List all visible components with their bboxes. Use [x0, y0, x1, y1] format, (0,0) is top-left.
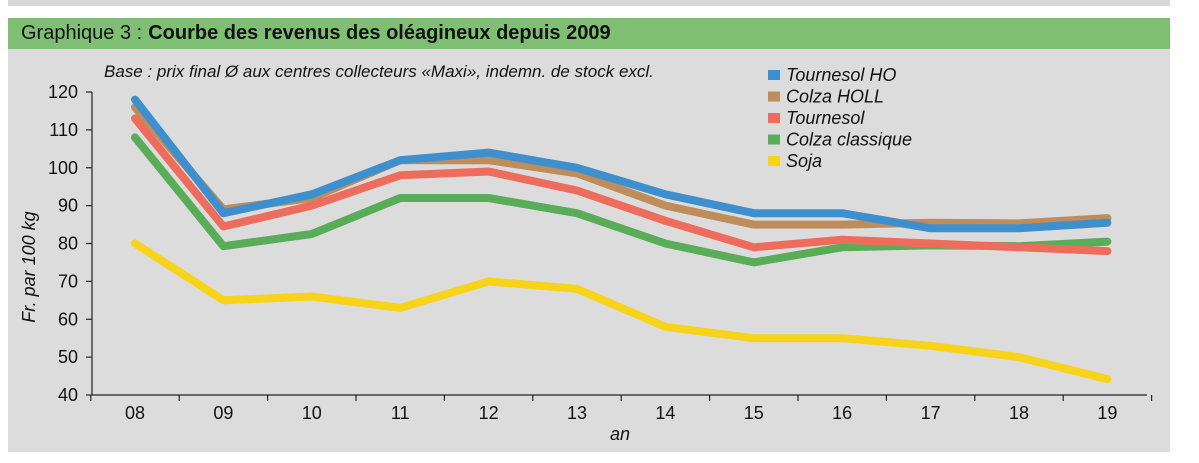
chart-panel — [8, 49, 1170, 452]
legend-label: Colza HOLL — [786, 87, 884, 107]
legend-label: Soja — [786, 151, 822, 171]
legend-swatch — [768, 91, 780, 102]
y-tick-label: 100 — [48, 158, 78, 178]
x-tick-label: 11 — [391, 403, 410, 423]
legend-swatch — [768, 156, 780, 166]
y-tick-label: 70 — [58, 271, 78, 291]
x-axis-label: an — [610, 424, 630, 444]
y-tick-label: 110 — [49, 120, 78, 140]
axes: 40 50 60 70 80 90 100 110 120 08 09 10 11 12 13 14 15 16 1… — [48, 82, 1153, 423]
legend-swatch — [768, 113, 780, 123]
y-axis-label: Fr. par 100 kg — [19, 211, 39, 322]
chart-header: Graphique 3 : Courbe des revenus des olé… — [8, 18, 1170, 49]
x-tick-label: 08 — [125, 403, 145, 423]
x-tick-label: 16 — [832, 403, 852, 423]
top-rule — [8, 0, 1170, 6]
x-tick-label: 17 — [921, 403, 941, 423]
x-tick-label: 19 — [1097, 403, 1117, 423]
series-line-soja — [131, 239, 1112, 384]
legend-swatch — [768, 134, 780, 145]
legend-label: Tournesol HO — [786, 65, 896, 85]
series-group — [131, 95, 1112, 384]
x-tick-label: 09 — [213, 403, 233, 423]
series-line-tournesol-ho — [131, 95, 1112, 233]
x-tick-label: 10 — [302, 403, 322, 423]
legend-label: Colza classique — [786, 130, 912, 150]
chart-subtitle: Base : prix final Ø aux centres collecte… — [104, 62, 654, 81]
chart-title: Courbe des revenus des oléagineux depuis… — [148, 22, 611, 44]
chart-label: Graphique 3 : — [21, 22, 143, 44]
legend-label: Tournesol — [786, 108, 865, 128]
y-tick-label: 80 — [58, 234, 78, 254]
y-tick-label: 40 — [58, 385, 78, 405]
y-tick-label: 90 — [58, 196, 78, 216]
x-tick-label: 14 — [655, 403, 675, 423]
y-tick-label: 120 — [48, 82, 78, 102]
x-tick-label: 13 — [567, 403, 587, 423]
legend-swatch — [768, 70, 780, 80]
y-tick-label: 50 — [58, 347, 78, 367]
series-line-tournesol — [131, 114, 1112, 256]
y-tick-label: 60 — [58, 309, 78, 329]
x-tick-label: 15 — [744, 403, 764, 423]
x-tick-label: 18 — [1009, 403, 1029, 423]
x-tick-label: 12 — [479, 403, 499, 423]
